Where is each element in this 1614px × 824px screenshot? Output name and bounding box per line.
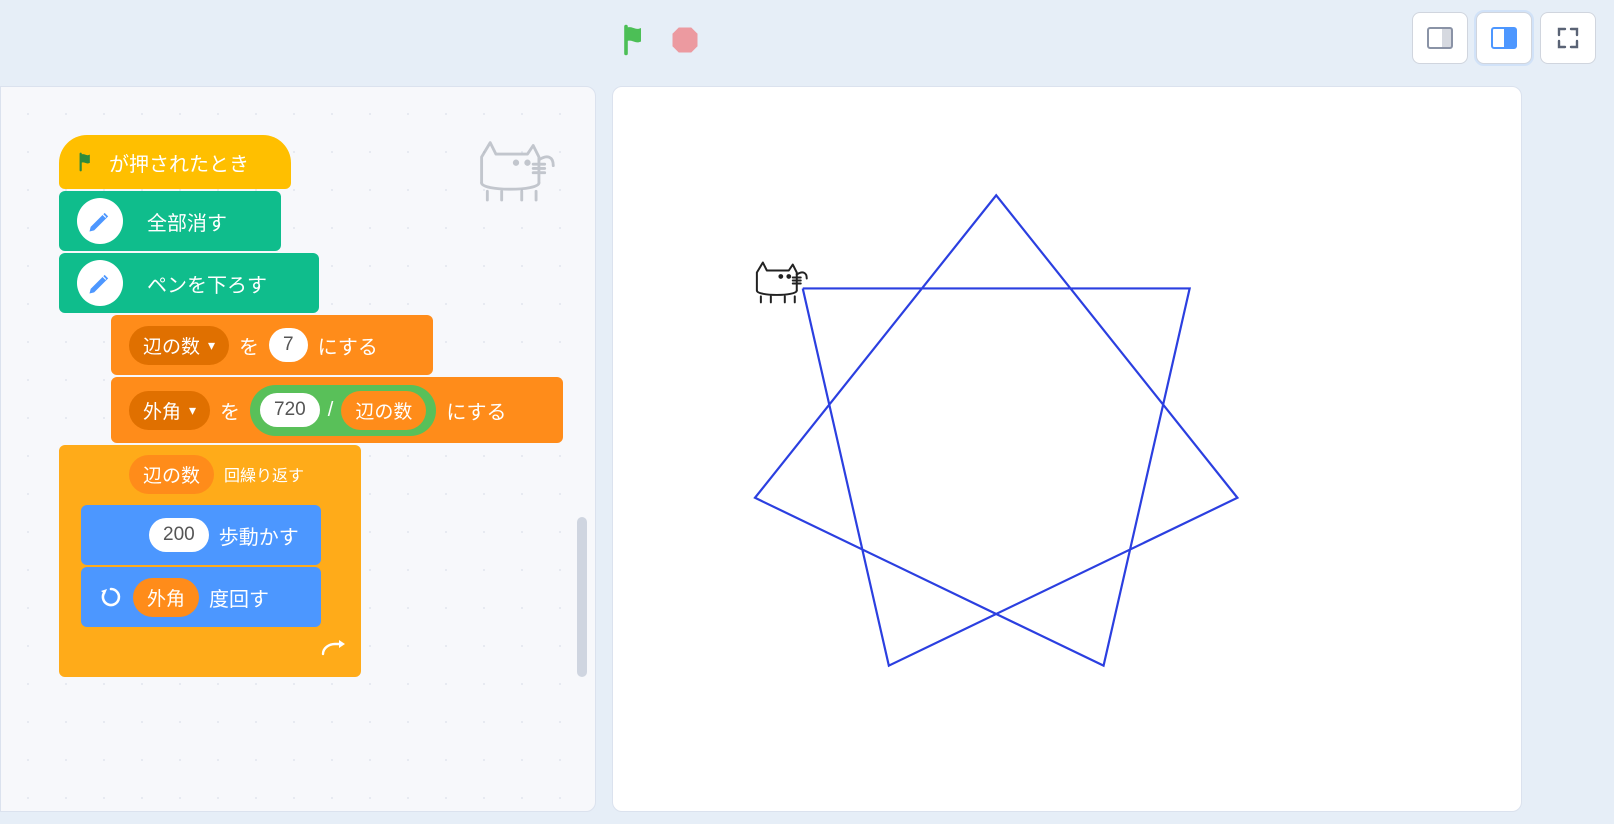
pen-drawing-star (755, 195, 1237, 665)
variable-name: 辺の数 (143, 332, 200, 359)
block-set-sides[interactable]: 辺の数 ▾ を 7 にする (111, 315, 433, 375)
block-label: 全部消す (147, 207, 227, 236)
code-panel[interactable]: が押されたとき 全部消す ペンを下ろす 辺の数 ▾ を 7 にする (0, 86, 596, 812)
label: にする (318, 331, 378, 360)
block-set-angle[interactable]: 外角 ▾ を 720 / 辺の数 にする (111, 377, 563, 443)
run-controls (620, 22, 700, 58)
number-input[interactable]: 7 (269, 328, 308, 362)
label: を (220, 396, 240, 425)
label: にする (446, 396, 506, 425)
green-flag-icon (77, 151, 99, 173)
number-input[interactable]: 200 (149, 518, 209, 552)
block-pen-down[interactable]: ペンを下ろす (59, 253, 319, 313)
block-erase-all[interactable]: 全部消す (59, 191, 281, 251)
variable-name: 外角 (143, 397, 181, 424)
block-when-flag-clicked[interactable]: が押されたとき (59, 135, 291, 189)
loop-arrow-icon (321, 640, 347, 658)
variable-dropdown-angle[interactable]: 外角 ▾ (129, 391, 210, 430)
variable-dropdown-sides[interactable]: 辺の数 ▾ (129, 326, 229, 365)
stage[interactable] (623, 97, 1511, 801)
stop-icon[interactable] (670, 25, 700, 55)
block-turn-cw[interactable]: 外角 度回す (81, 567, 321, 627)
operator-symbol: / (328, 399, 334, 422)
repeat-body: 200 歩動かす 外角 度回す (59, 503, 361, 631)
block-stack[interactable]: が押されたとき 全部消す ペンを下ろす 辺の数 ▾ を 7 にする (59, 135, 563, 677)
block-repeat[interactable]: 辺の数 回繰り返す 200 歩動かす 外角 度回す (59, 445, 361, 677)
turn-cw-icon (99, 585, 123, 609)
number-input[interactable]: 720 (260, 393, 320, 427)
repeat-header: 辺の数 回繰り返す (59, 445, 361, 503)
label: を (239, 331, 259, 360)
label: 回繰り返す (224, 462, 304, 486)
variable-reporter-sides[interactable]: 辺の数 (129, 455, 214, 494)
top-toolbar (0, 0, 1614, 80)
code-scrollbar[interactable] (577, 517, 587, 677)
view-mode-controls (1412, 12, 1596, 64)
block-label: ペンを下ろす (147, 269, 267, 298)
stage-cat-sprite[interactable] (757, 263, 807, 303)
operator-divide[interactable]: 720 / 辺の数 (250, 385, 436, 436)
stage-panel (612, 86, 1522, 812)
variable-reporter-sides[interactable]: 辺の数 (341, 391, 426, 430)
chevron-down-icon: ▾ (189, 402, 196, 419)
repeat-footer (59, 631, 361, 667)
variable-reporter-angle[interactable]: 外角 (133, 578, 199, 617)
chevron-down-icon: ▾ (208, 337, 215, 354)
pen-icon (77, 260, 123, 306)
pen-icon (77, 198, 123, 244)
block-move-steps[interactable]: 200 歩動かす (81, 505, 321, 565)
block-label: が押されたとき (109, 148, 249, 177)
view-large-stage-button[interactable] (1476, 12, 1532, 64)
fullscreen-button[interactable] (1540, 12, 1596, 64)
view-small-stage-button[interactable] (1412, 12, 1468, 64)
label: 度回す (209, 583, 269, 612)
green-flag-icon[interactable] (620, 22, 656, 58)
label: 歩動かす (219, 521, 299, 550)
stage-canvas (623, 97, 1511, 801)
